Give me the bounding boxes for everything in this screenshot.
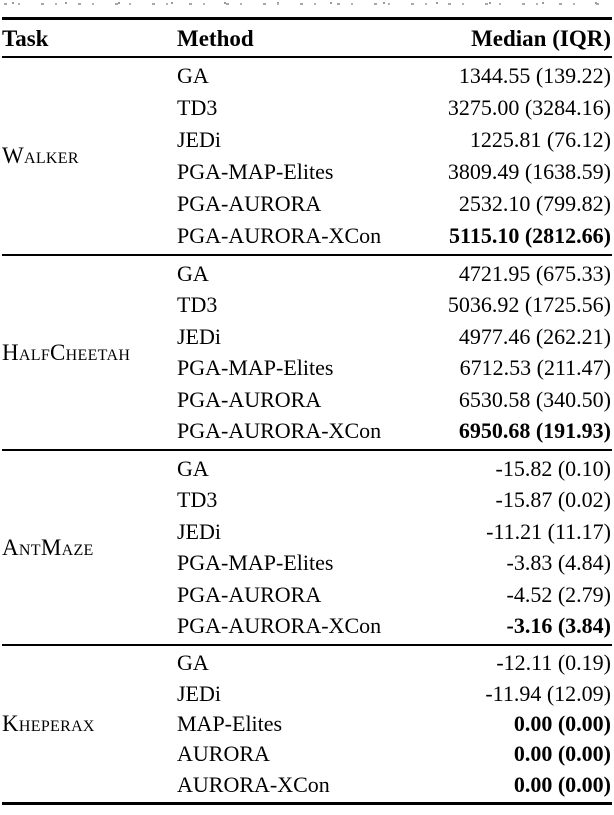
table-top-rule (2, 17, 612, 20)
value-cell-best: 0.00 (0.00) (513, 711, 611, 737)
method-cell: JEDi (177, 323, 221, 349)
task-label-walker: Walker (2, 143, 79, 168)
method-cell: PGA-AURORA-XCon (177, 223, 382, 248)
method-cell: GA (177, 63, 209, 88)
table-row: JEDi 4977.46 (262.21) (177, 321, 614, 353)
method-cell: TD3 (177, 95, 218, 120)
value-cell: 5036.92 (1725.56) (447, 292, 611, 318)
value-cell-best: -3.16 (3.84) (506, 613, 611, 639)
value-cell: 1344.55 (139.22) (458, 63, 611, 88)
section-divider (2, 449, 612, 451)
header-right-group: Method Median (IQR) (177, 26, 614, 52)
section-walker: Walker GA 1344.55 (139.22) TD3 3275.00 (32… (0, 58, 614, 254)
table-row: JEDi -11.94 (12.09) (177, 678, 614, 708)
section-rows: GA -12.11 (0.19) JEDi -11.94 (12.09) MAP-E… (177, 646, 614, 802)
value-cell: -4.52 (2.79) (506, 581, 611, 607)
table-bottom-rule (2, 802, 612, 805)
value-cell-best: 0.00 (0.00) (513, 741, 611, 767)
method-cell: TD3 (177, 487, 218, 513)
method-cell: JEDi (177, 680, 221, 706)
method-cell: AURORA (177, 741, 270, 767)
value-cell: 1225.81 (76.12) (469, 127, 611, 152)
value-cell: 2532.10 (799.82) (458, 191, 611, 216)
table-row: GA -12.11 (0.19) (177, 648, 614, 678)
table-row: PGA-MAP-Elites -3.83 (4.84) (177, 548, 614, 580)
value-cell: 4721.95 (675.33) (458, 260, 611, 286)
section-rows: GA 1344.55 (139.22) TD3 3275.00 (3284.16) … (177, 58, 614, 254)
method-cell: JEDi (177, 127, 221, 152)
table-row: TD3 -15.87 (0.02) (177, 485, 614, 517)
value-cell: 6530.58 (340.50) (458, 386, 611, 412)
method-cell: PGA-MAP-Elites (177, 550, 334, 576)
method-cell: PGA-AURORA-XCon (177, 418, 382, 444)
table-header-row: Task Method Median (IQR) (0, 20, 614, 56)
value-cell: 4977.46 (262.21) (458, 323, 611, 349)
method-cell: PGA-AURORA (177, 386, 322, 412)
section-rows: GA 4721.95 (675.33) TD3 5036.92 (1725.56) … (177, 256, 614, 449)
table-row: PGA-AURORA 6530.58 (340.50) (177, 384, 614, 416)
method-cell: AURORA-XCon (177, 771, 330, 797)
value-cell: -3.83 (4.84) (506, 550, 611, 576)
table-row: AURORA-XCon 0.00 (0.00) (177, 770, 614, 800)
value-cell: -11.94 (12.09) (485, 680, 611, 706)
value-cell: 3275.00 (3284.16) (447, 95, 611, 120)
column-header-method: Method (177, 26, 254, 51)
section-halfcheetah: HalfCheetah GA 4721.95 (675.33) TD3 5036.9… (0, 256, 614, 449)
method-cell: PGA-AURORA-XCon (177, 613, 382, 639)
value-cell: -15.82 (0.10) (495, 455, 611, 481)
table-row: PGA-AURORA-XCon 5115.10 (2812.66) (177, 220, 614, 252)
table-row: GA 1344.55 (139.22) (177, 60, 614, 92)
table-row: GA -15.82 (0.10) (177, 453, 614, 485)
method-cell: PGA-MAP-Elites (177, 159, 334, 184)
method-cell: GA (177, 650, 209, 676)
table-row: PGA-AURORA 2532.10 (799.82) (177, 188, 614, 220)
table-row: TD3 3275.00 (3284.16) (177, 92, 614, 124)
value-cell: -12.11 (0.19) (496, 650, 611, 676)
section-rows: GA -15.82 (0.10) TD3 -15.87 (0.02) JEDi -11… (177, 451, 614, 644)
table-row: JEDi -11.21 (11.17) (177, 516, 614, 548)
header-rule (2, 56, 612, 58)
column-header-median-iqr: Median (IQR) (471, 26, 611, 51)
section-divider (2, 644, 612, 646)
task-label-kheperax: Kheperax (2, 711, 95, 736)
method-cell: PGA-AURORA (177, 581, 322, 607)
value-cell-best: 6950.68 (191.93) (458, 418, 611, 444)
value-cell-best: 5115.10 (2812.66) (449, 223, 611, 248)
table-row: MAP-Elites 0.00 (0.00) (177, 709, 614, 739)
table-row: PGA-MAP-Elites 6712.53 (211.47) (177, 353, 614, 385)
method-cell: TD3 (177, 292, 218, 318)
method-cell: MAP-Elites (177, 711, 283, 737)
section-divider (2, 254, 612, 256)
value-cell: 6712.53 (211.47) (459, 355, 611, 381)
task-label-halfcheetah: HalfCheetah (2, 339, 131, 365)
table-row: PGA-AURORA-XCon -3.16 (3.84) (177, 611, 614, 643)
method-cell: JEDi (177, 518, 221, 544)
table-row: PGA-AURORA -4.52 (2.79) (177, 579, 614, 611)
table-row: TD3 5036.92 (1725.56) (177, 290, 614, 322)
method-cell: GA (177, 260, 209, 286)
table-row: JEDi 1225.81 (76.12) (177, 124, 614, 156)
table-row: GA 4721.95 (675.33) (177, 258, 614, 290)
table-row: PGA-MAP-Elites 3809.49 (1638.59) (177, 156, 614, 188)
column-header-task: Task (2, 26, 49, 51)
method-cell: PGA-AURORA (177, 191, 322, 216)
method-cell: PGA-MAP-Elites (177, 355, 334, 381)
value-cell: -15.87 (0.02) (495, 487, 611, 513)
section-antmaze: AntMaze GA -15.82 (0.10) TD3 -15.87 (0.02)… (0, 451, 614, 644)
value-cell-best: 0.00 (0.00) (513, 771, 611, 797)
table-row: PGA-AURORA-XCon 6950.68 (191.93) (177, 416, 614, 448)
method-cell: GA (177, 455, 209, 481)
value-cell: 3809.49 (1638.59) (447, 159, 611, 184)
table-row: AURORA 0.00 (0.00) (177, 739, 614, 769)
task-label-antmaze: AntMaze (2, 534, 94, 560)
value-cell: -11.21 (11.17) (486, 518, 611, 544)
section-kheperax: Kheperax GA -12.11 (0.19) JEDi -11.94 (12.… (0, 646, 614, 802)
clipped-caption-fragments (4, 1, 608, 5)
